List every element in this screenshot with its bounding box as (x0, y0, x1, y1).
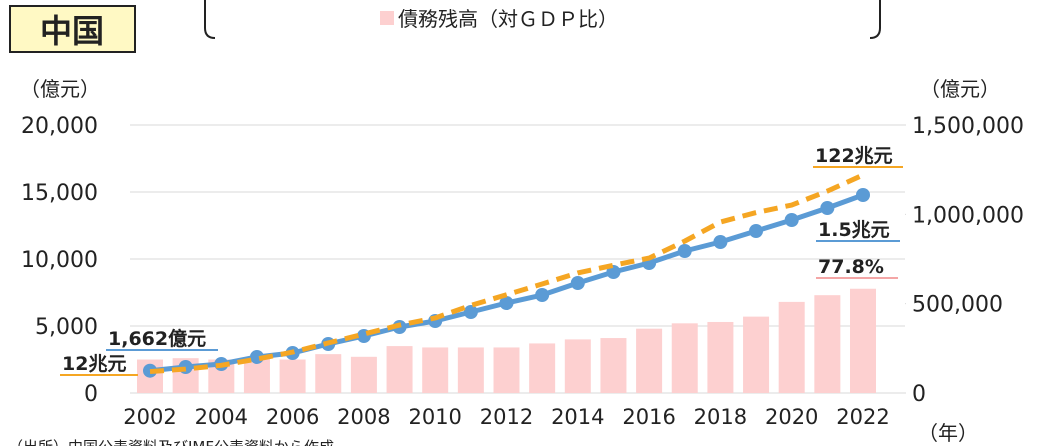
line-marker (463, 304, 478, 319)
x-tick-label: 2002 (123, 405, 176, 429)
legend-bracket (204, 0, 881, 39)
x-tick-label: 2008 (337, 405, 390, 429)
source-note: （出所）中国公表資料及びIMF公表資料から作成 (8, 438, 334, 446)
bar (422, 347, 449, 393)
line (149, 172, 865, 375)
x-tick-label: 2006 (266, 405, 319, 429)
x-tick-label: 2018 (694, 405, 747, 429)
line-marker (856, 188, 870, 203)
x-tick-label: 2022 (836, 405, 889, 429)
annotation: 77.8% (818, 256, 884, 278)
bar (243, 358, 270, 393)
y2-tick-label: 500,000 (912, 293, 1003, 318)
bar (350, 356, 377, 393)
annotation: 12兆元 (62, 353, 126, 375)
y-tick-label: 10,000 (21, 248, 98, 273)
line-marker (713, 234, 728, 249)
x-unit: （年） (918, 421, 978, 445)
bar (850, 288, 876, 393)
annotation: 1.5兆元 (818, 219, 890, 241)
legend-swatch (380, 11, 394, 25)
line-marker (784, 213, 799, 228)
x-tick-label: 2020 (765, 405, 818, 429)
x-tick-label: 2012 (480, 405, 533, 429)
title-box (9, 5, 136, 53)
line-marker (499, 296, 514, 311)
bar (671, 323, 698, 393)
bar (315, 354, 342, 393)
chart-title: 中国 (40, 12, 104, 50)
annotation: 122兆元 (815, 145, 893, 167)
bar (814, 295, 841, 393)
bar (564, 339, 591, 393)
line-marker (820, 200, 835, 215)
y-unit: （億元） (20, 77, 100, 101)
bar (386, 346, 413, 393)
bar (457, 347, 484, 393)
bar (743, 316, 770, 393)
bar (778, 301, 805, 393)
bar (636, 328, 663, 393)
y-tick-label: 15,000 (21, 181, 98, 206)
x-tick-label: 2004 (195, 405, 248, 429)
bar (529, 343, 556, 393)
line-marker (535, 288, 550, 303)
bar (600, 338, 627, 393)
y2-tick-label: 1,000,000 (912, 203, 1024, 228)
y-tick-label: 20,000 (21, 114, 98, 139)
bar (707, 321, 734, 393)
y2-unit: （億元） (920, 77, 1000, 101)
y2-tick-label: 0 (912, 382, 926, 407)
bar (279, 359, 306, 393)
y-tick-label: 5,000 (35, 315, 98, 340)
annotation: 1,662億元 (108, 327, 206, 350)
x-tick-label: 2014 (551, 405, 604, 429)
y-tick-label: 0 (84, 382, 98, 407)
legend-label: 債務残高（対ＧＤＰ比） (398, 7, 618, 31)
bar (493, 347, 520, 393)
y2-tick-label: 1,500,000 (912, 114, 1024, 139)
line-marker (749, 223, 764, 238)
line-marker (677, 244, 692, 259)
x-tick-label: 2016 (622, 405, 675, 429)
line-marker (570, 275, 585, 290)
x-tick-label: 2010 (408, 405, 461, 429)
